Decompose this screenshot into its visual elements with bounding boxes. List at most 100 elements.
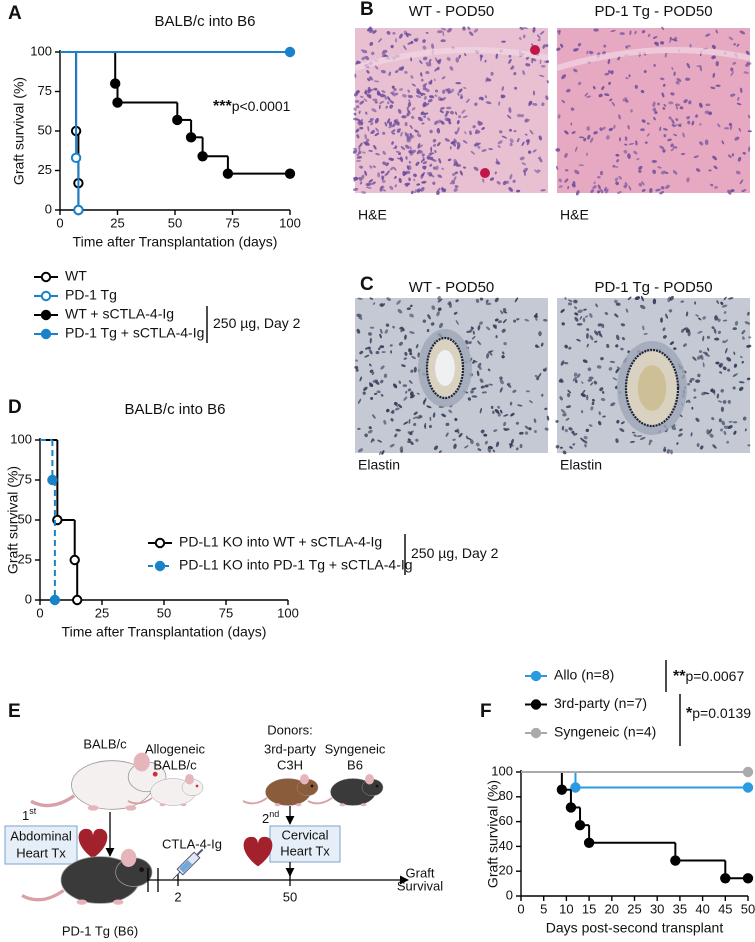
nucleus — [602, 126, 606, 130]
mouse-eye — [310, 784, 314, 788]
nucleus — [372, 29, 377, 34]
fiber — [354, 47, 549, 71]
nucleus — [357, 427, 361, 430]
nucleus — [727, 399, 731, 404]
donor-strain: BALB/c — [153, 757, 197, 772]
drug-label: CTLA-4-Ig — [162, 836, 222, 851]
nucleus — [502, 308, 507, 312]
nucleus — [663, 134, 667, 138]
hemorrhage — [530, 45, 540, 55]
nucleus — [641, 181, 645, 186]
nucleus — [565, 88, 571, 93]
nucleus — [487, 368, 491, 372]
nucleus — [574, 169, 580, 175]
nucleus — [584, 92, 589, 97]
nucleus — [415, 95, 422, 98]
syringe-needle — [172, 871, 181, 880]
nucleus — [618, 114, 622, 120]
nucleus — [583, 435, 588, 440]
nucleus — [477, 325, 481, 331]
nucleus — [403, 396, 408, 401]
nucleus — [711, 326, 715, 329]
mouse-foot — [159, 803, 166, 807]
nucleus — [525, 63, 531, 67]
nucleus — [623, 149, 628, 154]
significance-part: * — [686, 705, 693, 722]
nucleus — [537, 34, 541, 39]
nucleus — [580, 410, 584, 414]
stain-label: Elastin — [560, 457, 602, 473]
nucleus — [646, 122, 650, 125]
nucleus — [366, 93, 372, 99]
nucleus — [369, 88, 375, 92]
nucleus — [588, 424, 593, 427]
nucleus — [667, 138, 672, 142]
nucleus — [621, 337, 626, 341]
nucleus — [728, 420, 733, 423]
censor-marker — [47, 474, 58, 486]
nucleus — [459, 93, 463, 100]
nucleus — [436, 127, 441, 134]
nucleus — [370, 131, 374, 134]
nucleus — [360, 95, 364, 98]
nucleus — [433, 78, 436, 82]
nucleus — [668, 116, 672, 120]
nucleus — [391, 91, 396, 97]
nucleus — [727, 189, 732, 195]
nucleus — [671, 123, 675, 127]
nucleus — [429, 424, 432, 429]
nucleus — [542, 368, 547, 372]
nucleus — [407, 89, 411, 93]
nucleus — [374, 380, 380, 385]
nucleus — [687, 330, 691, 337]
nucleus — [588, 376, 594, 380]
censor-marker — [284, 46, 296, 58]
nucleus — [664, 52, 668, 58]
censor-marker — [556, 784, 568, 795]
nucleus — [702, 351, 709, 355]
nucleus — [456, 141, 461, 148]
nucleus — [498, 101, 501, 106]
nucleus — [455, 299, 459, 303]
nucleus — [403, 357, 407, 360]
nucleus — [377, 347, 381, 351]
nucleus — [397, 108, 402, 114]
nucleus — [485, 101, 492, 105]
nucleus — [599, 170, 604, 176]
nucleus — [508, 54, 512, 58]
nucleus — [560, 308, 565, 313]
censor-marker — [720, 873, 731, 884]
nucleus — [634, 84, 638, 89]
nucleus — [586, 126, 590, 131]
nucleus — [536, 377, 540, 381]
nucleus — [571, 131, 576, 135]
mouse-icon — [242, 774, 319, 807]
x-tick-label: 100 — [277, 605, 299, 620]
nucleus — [696, 168, 701, 172]
nucleus — [453, 161, 458, 167]
nucleus — [407, 431, 413, 436]
nucleus — [541, 65, 546, 68]
nucleus — [630, 109, 633, 113]
nucleus — [390, 44, 394, 49]
nucleus — [408, 160, 411, 164]
nucleus — [445, 432, 449, 437]
nucleus — [392, 132, 396, 135]
nucleus — [480, 385, 485, 389]
nucleus — [592, 85, 596, 90]
nucleus — [524, 425, 529, 430]
nucleus — [558, 178, 562, 183]
nucleus — [508, 187, 513, 192]
nucleus — [395, 428, 401, 432]
nucleus — [478, 96, 483, 100]
nucleus — [356, 60, 361, 65]
censor-marker — [172, 114, 183, 126]
y-tick-label: 25 — [18, 551, 32, 566]
nucleus — [480, 55, 483, 62]
nucleus — [570, 122, 573, 126]
nucleus — [734, 320, 739, 326]
nucleus — [713, 389, 716, 395]
x-tick-label: 25 — [110, 215, 124, 230]
nucleus — [521, 141, 525, 147]
x-tick-label: 75 — [225, 215, 239, 230]
